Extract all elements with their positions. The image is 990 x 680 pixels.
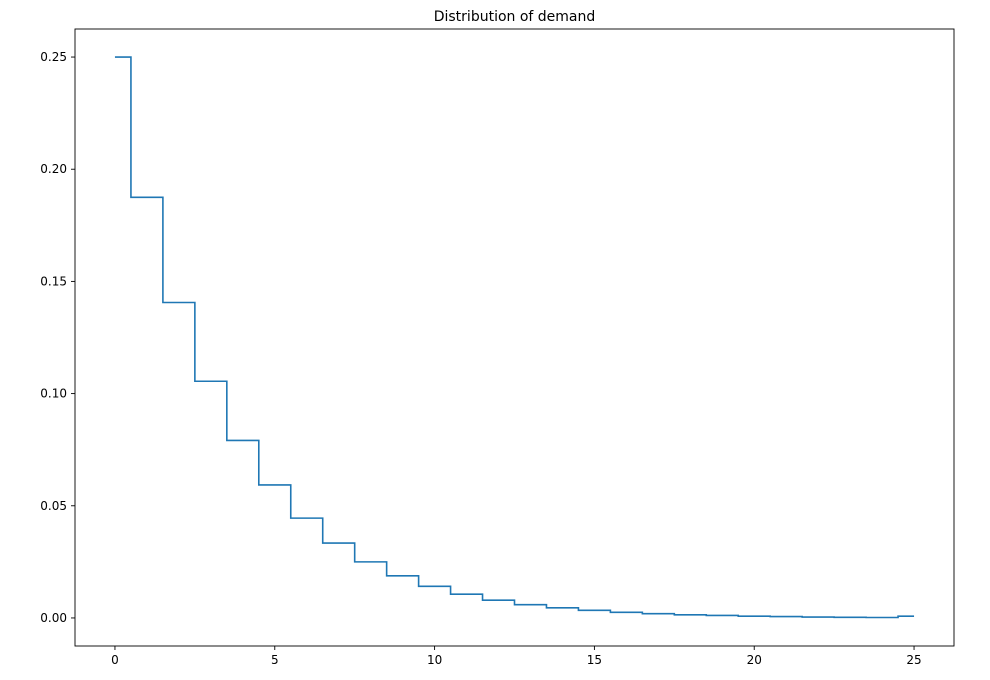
x-tick-label: 20 <box>747 653 762 667</box>
y-tick-label: 0.20 <box>40 162 67 176</box>
x-tick-label: 5 <box>271 653 279 667</box>
x-tick-label: 10 <box>427 653 442 667</box>
y-tick-label: 0.25 <box>40 50 67 64</box>
axes-layer: 0 5 10 15 20 25 0.00 0.05 0.10 0.15 0.20 0.25 <box>40 28 955 667</box>
chart-title: Distribution of demand <box>434 9 596 25</box>
x-tick-label: 0 <box>111 653 119 667</box>
y-tick-label: 0.05 <box>40 499 67 513</box>
y-tick-label: 0.15 <box>40 274 67 288</box>
y-tick-label: 0.00 <box>40 611 67 625</box>
y-tick-label: 0.10 <box>40 387 67 401</box>
x-tick-label: 25 <box>906 653 921 667</box>
demand-step-line <box>114 56 915 619</box>
plot-frame <box>74 28 955 647</box>
series-layer <box>114 56 915 619</box>
x-tick-label: 15 <box>587 653 602 667</box>
